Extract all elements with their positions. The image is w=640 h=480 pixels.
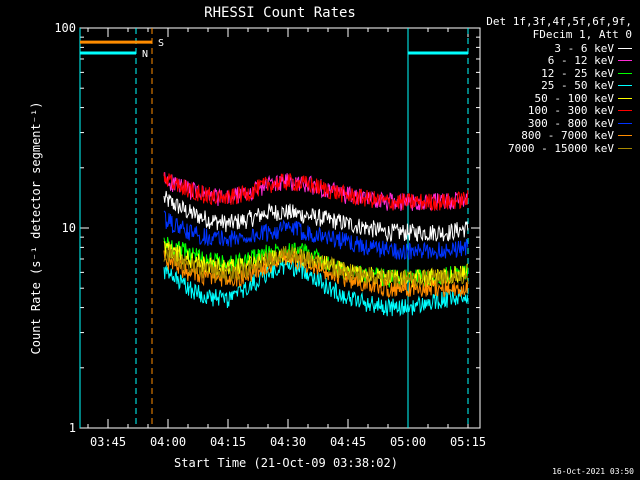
series-line [163,245,469,288]
legend-swatch [618,72,632,74]
legend-swatch [618,110,632,111]
series-line [163,172,469,212]
series-line [163,236,469,288]
legend-label: 3 - 6 keV [554,41,614,55]
legend-entry: 50 - 100 keV [534,91,632,105]
series-line [163,258,469,317]
x-tick-label: 03:45 [90,435,126,449]
legend-entry: 6 - 12 keV [547,54,632,67]
chart-title: RHESSI Count Rates [204,5,356,21]
legend-header: Det 1f,3f,4f,5f,6f,9f, FDecim 1, Att 0 [486,15,632,41]
legend-label: 12 - 25 keV [541,66,614,80]
saa-label: S [158,38,164,49]
x-axis-label: Start Time (21-Oct-09 03:38:02) [174,456,398,470]
legend-entry: 25 - 50 keV [541,79,632,92]
y-tick-label: 10 [62,221,76,235]
x-tick-label: 05:00 [390,435,426,449]
legend-entry: 800 - 7000 keV [521,129,632,142]
x-tick-label: 05:15 [450,435,486,449]
legend-label: 7000 - 15000 keV [508,141,614,155]
x-tick-label: 04:45 [330,435,366,449]
legend-label: 300 - 800 keV [527,116,614,130]
legend-label: 25 - 50 keV [541,79,614,92]
legend-swatch [618,60,632,61]
legend-entry: 300 - 800 keV [527,116,632,130]
y-axis-label: Count Rate (s⁻¹ detector segment⁻¹) [29,102,43,355]
legend-label: 800 - 7000 keV [521,129,614,142]
legend-label: 100 - 300 keV [527,104,614,117]
series-line [163,210,469,260]
x-tick-label: 04:00 [150,435,186,449]
legend-swatch [618,85,632,86]
y-tick-label: 1 [69,421,76,435]
x-tick-label: 04:15 [210,435,246,449]
legend-entry: 12 - 25 keV [541,66,632,80]
footer-timestamp: 16-Oct-2021 03:50 [552,467,634,476]
series-line [163,190,469,243]
legend-header-line: FDecim 1, Att 0 [532,28,632,41]
legend-entry: 3 - 6 keV [554,41,632,55]
y-tick-label: 100 [54,21,76,35]
legend-header-line: Det 1f,3f,4f,5f,6f,9f, [486,15,632,28]
x-tick-label: 04:30 [270,435,306,449]
legend-label: 50 - 100 keV [534,91,614,105]
legend-swatch [618,122,632,124]
legend-swatch [618,135,632,136]
legend-entry: 7000 - 15000 keV [508,141,632,155]
legend-label: 6 - 12 keV [547,54,614,67]
legend-entry: 100 - 300 keV [527,104,632,117]
legend-swatch [618,97,632,99]
spacecraft_night-label: N [142,49,148,60]
legend-swatch [618,147,632,149]
legend-swatch [618,47,632,49]
